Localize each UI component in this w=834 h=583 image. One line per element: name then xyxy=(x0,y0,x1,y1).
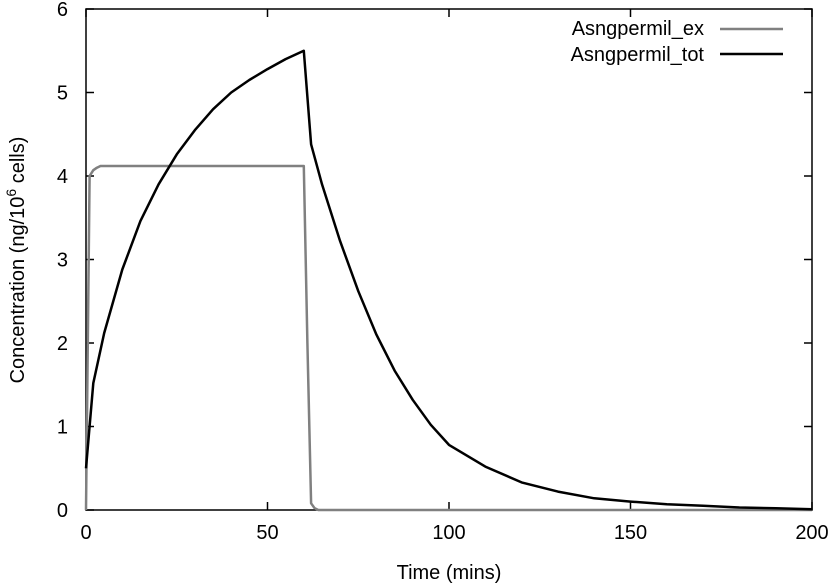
y-tick-label-3: 3 xyxy=(57,250,68,272)
x-tick-label-4: 200 xyxy=(795,522,828,544)
y-tick-label-2: 2 xyxy=(57,333,68,355)
legend: Asngpermil_ex Asngpermil_tot xyxy=(571,18,783,66)
y-tick-label-0: 0 xyxy=(57,500,68,522)
x-tick-label-0: 0 xyxy=(80,522,91,544)
y-tick-label-5: 5 xyxy=(57,83,68,105)
y-tick-label-4: 4 xyxy=(57,166,68,188)
x-axis-title: Time (mins) xyxy=(397,562,502,583)
y-axis-title-suffix: cells) xyxy=(7,137,29,189)
series-line-Asngpermil_tot xyxy=(84,49,813,511)
axis-ticks xyxy=(85,8,813,511)
x-tick-label-1: 50 xyxy=(256,522,278,544)
plot-frame xyxy=(85,8,813,511)
series-layer xyxy=(84,49,813,512)
x-tick-label-2: 100 xyxy=(432,522,465,544)
x-tick-label-3: 150 xyxy=(614,522,647,544)
legend-label-ex: Asngpermil_ex xyxy=(572,18,704,40)
y-axis-title-prefix: Concentration (ng/10 xyxy=(7,197,29,384)
tick-labels: 0 50 100 150 200 0 1 2 3 4 5 6 xyxy=(57,0,829,544)
series-line-Asngpermil_ex xyxy=(84,164,812,512)
y-axis-title: Concentration (ng/106 cells) xyxy=(3,137,29,384)
legend-label-tot: Asngpermil_tot xyxy=(571,44,705,66)
y-tick-label-6: 6 xyxy=(57,0,68,21)
y-tick-label-1: 1 xyxy=(57,417,68,439)
y-axis-title-superscript: 6 xyxy=(3,189,19,197)
